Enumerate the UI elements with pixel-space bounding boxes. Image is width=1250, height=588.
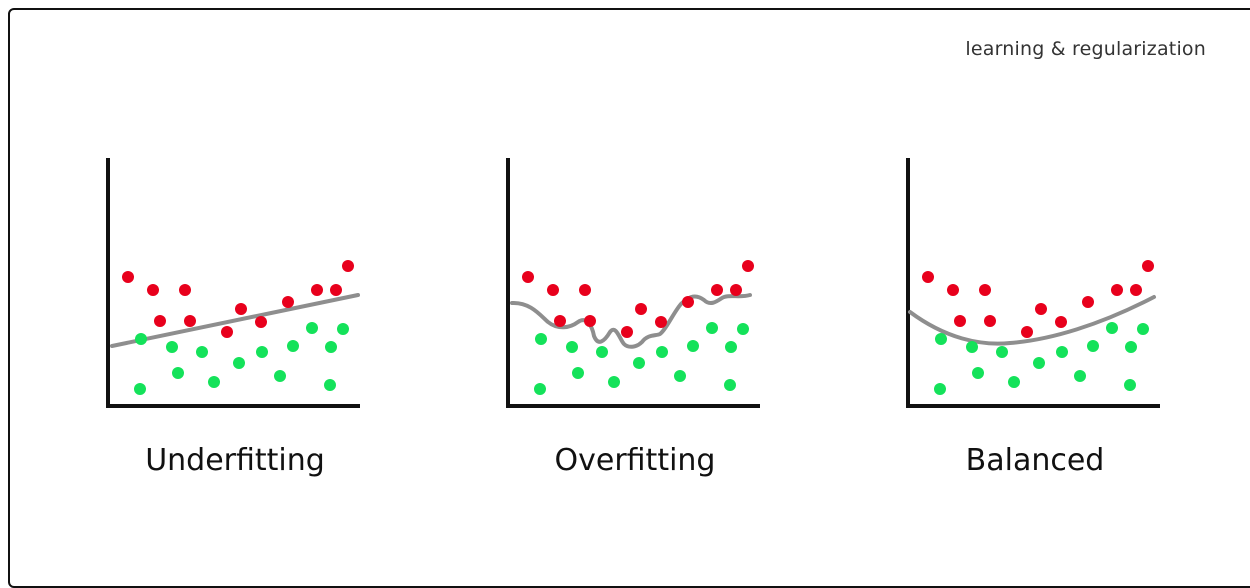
red-point [1082, 296, 1094, 308]
red-point [1035, 303, 1047, 315]
green-point [134, 383, 146, 395]
green-point [1056, 346, 1068, 358]
green-point [572, 367, 584, 379]
panel-label: Underfitting [145, 443, 325, 478]
red-point [154, 315, 166, 327]
red-point [147, 284, 159, 296]
red-point [635, 303, 647, 315]
green-point [324, 379, 336, 391]
green-point [687, 340, 699, 352]
green-point [1074, 370, 1086, 382]
panel-underfitting: Underfitting [100, 150, 370, 490]
fit-curve [510, 293, 752, 349]
red-point [979, 284, 991, 296]
green-point [325, 341, 337, 353]
balanced-plot [906, 158, 1160, 408]
green-point [725, 341, 737, 353]
green-point [135, 333, 147, 345]
red-point [554, 315, 566, 327]
green-point [535, 333, 547, 345]
panel-balanced: Balanced [900, 150, 1170, 490]
green-point [737, 323, 749, 335]
green-point [1137, 323, 1149, 335]
panel-overfitting: Overfitting [500, 150, 770, 490]
red-point [547, 284, 559, 296]
red-point [922, 271, 934, 283]
green-point [935, 333, 947, 345]
green-point [196, 346, 208, 358]
green-point [972, 367, 984, 379]
red-point [255, 316, 267, 328]
green-point [166, 341, 178, 353]
red-point [311, 284, 323, 296]
green-point [608, 376, 620, 388]
red-point [122, 271, 134, 283]
red-point [342, 260, 354, 272]
green-point [233, 357, 245, 369]
red-point [1142, 260, 1154, 272]
red-point [954, 315, 966, 327]
green-point [724, 379, 736, 391]
red-point [184, 315, 196, 327]
underfitting-plot [106, 158, 360, 408]
red-point [282, 296, 294, 308]
red-point [579, 284, 591, 296]
green-point [596, 346, 608, 358]
red-point [584, 315, 596, 327]
green-point [1106, 322, 1118, 334]
green-point [633, 357, 645, 369]
green-point [1008, 376, 1020, 388]
red-point [682, 296, 694, 308]
green-point [1087, 340, 1099, 352]
green-point [172, 367, 184, 379]
green-point [287, 340, 299, 352]
green-point [337, 323, 349, 335]
green-point [274, 370, 286, 382]
red-point [730, 284, 742, 296]
red-point [1130, 284, 1142, 296]
red-point [621, 326, 633, 338]
panel-label: Overfitting [554, 443, 716, 478]
green-point [706, 322, 718, 334]
red-point [221, 326, 233, 338]
green-point [656, 346, 668, 358]
red-point [655, 316, 667, 328]
green-point [256, 346, 268, 358]
green-point [1033, 357, 1045, 369]
green-point [1125, 341, 1137, 353]
green-point [534, 383, 546, 395]
green-point [674, 370, 686, 382]
fit-curve [908, 295, 1156, 346]
green-point [208, 376, 220, 388]
red-point [330, 284, 342, 296]
panel-label: Balanced [965, 443, 1105, 478]
red-point [984, 315, 996, 327]
green-point [1124, 379, 1136, 391]
fit-line [110, 293, 360, 348]
red-point [522, 271, 534, 283]
green-point [566, 341, 578, 353]
slide-title: learning & regularization [965, 38, 1206, 60]
red-point [1111, 284, 1123, 296]
red-point [235, 303, 247, 315]
red-point [179, 284, 191, 296]
red-point [947, 284, 959, 296]
green-point [966, 341, 978, 353]
red-point [1021, 326, 1033, 338]
green-point [996, 346, 1008, 358]
green-point [934, 383, 946, 395]
red-point [1055, 316, 1067, 328]
red-point [711, 284, 723, 296]
overfitting-plot [506, 158, 760, 408]
green-point [306, 322, 318, 334]
red-point [742, 260, 754, 272]
